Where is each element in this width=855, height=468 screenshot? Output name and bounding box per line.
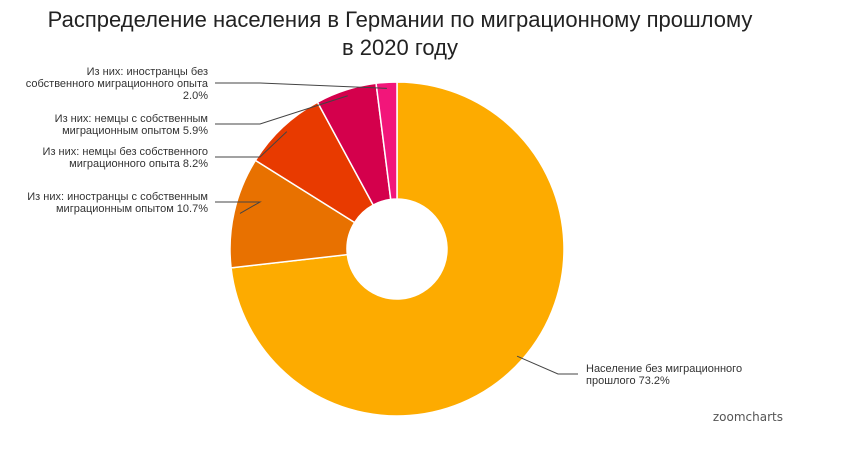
chart-title-line-2: в 2020 году [342,35,458,60]
leader-line-german-without-experience [215,131,288,158]
slice-foreign-without-experience[interactable] [375,81,398,201]
chart-title: Распределение населения в Германии по ми… [0,6,800,62]
slice-foreign-with-experience[interactable] [229,159,356,269]
slice-label-no-migration: Население без миграционного прошлого 73.2… [586,363,742,387]
leader-line-german-with-experience [215,95,348,125]
slice-no-migration[interactable] [230,81,565,417]
leader-line-foreign-with-experience [215,201,262,214]
leader-line-foreign-without-experience [215,82,387,89]
leader-line-no-migration [516,355,578,375]
zoomcharts-logo: zoomcharts [712,410,783,424]
slice-label-foreign-without-experience: Из них: иностранцы без собственного мигра… [26,66,209,102]
slice-label-german-with-experience: Из них: немцы с собственным миграционным … [55,113,209,137]
slice-label-foreign-with-experience: Из них: иностранцы с собственным миграцио… [27,191,208,215]
chart-title-line-1: Распределение населения в Германии по ми… [47,7,753,32]
slice-label-german-without-experience: Из них: немцы без собственного миграционн… [43,146,209,170]
